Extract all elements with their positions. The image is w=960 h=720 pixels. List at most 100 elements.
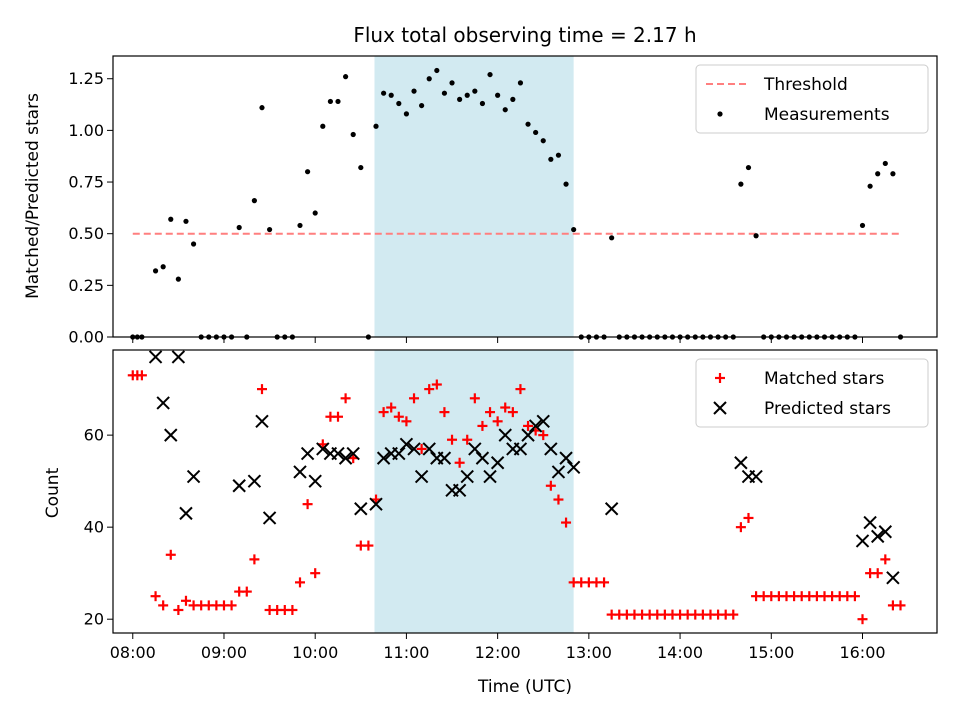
- matched-point: [743, 512, 754, 523]
- x-stroke: [262, 511, 277, 525]
- x-tick-label: 11:00: [383, 643, 429, 662]
- matched-point: [454, 457, 465, 468]
- matched-point: [462, 434, 473, 445]
- x-stroke: [293, 465, 307, 479]
- predicted-point: [247, 474, 262, 488]
- measurement-point: [510, 96, 516, 102]
- x-tick-label: 12:00: [475, 643, 521, 662]
- measurement-point: [168, 216, 174, 222]
- x-stroke: [346, 446, 360, 461]
- measurement-point: [533, 129, 539, 136]
- x-stroke: [354, 502, 368, 516]
- predicted-point: [232, 479, 246, 493]
- measurement-point: [381, 90, 387, 96]
- measurement-point: [343, 74, 349, 80]
- measurement-point: [867, 183, 873, 189]
- legend-box: [695, 64, 929, 134]
- ratio-panel: 0.00 0.25 0.50 0.75 1.00 1.25 Threshold Measure…: [68, 55, 938, 347]
- y-tick-label: 0.50: [68, 224, 104, 243]
- predicted-point: [855, 534, 870, 548]
- x-stroke: [536, 414, 550, 429]
- measurement-point: [160, 264, 166, 270]
- measurement-point: [540, 138, 546, 144]
- predicted-point: [452, 483, 467, 498]
- x-stroke: [559, 451, 573, 465]
- y-tick-label: 0.75: [68, 173, 104, 192]
- x-stroke: [399, 437, 414, 452]
- legend-predicted-swatch: [713, 401, 727, 415]
- predicted-point: [490, 456, 505, 470]
- matched-point: [439, 407, 450, 418]
- observing-window-band: [374, 56, 574, 337]
- predicted-point: [354, 502, 368, 516]
- measurement-point: [449, 80, 455, 86]
- predicted-point: [186, 469, 201, 484]
- x-tick-label: 15:00: [748, 643, 794, 662]
- x-stroke: [460, 469, 474, 484]
- measurement-point: [563, 181, 569, 187]
- x-stroke: [452, 483, 467, 498]
- matched-point: [507, 407, 518, 418]
- matched-point: [226, 600, 237, 611]
- predicted-point: [331, 446, 345, 461]
- chart-title: Flux total observing time = 2.17 h: [353, 23, 696, 47]
- measurement-point: [236, 224, 242, 231]
- predicted-point: [376, 451, 391, 465]
- x-tick-label: 14:00: [657, 643, 703, 662]
- x-stroke: [437, 451, 452, 465]
- legend-measurement-swatch: [717, 111, 723, 117]
- x-axis-label: Time (UTC): [477, 677, 572, 697]
- matched-point: [310, 568, 321, 579]
- legend-box: [695, 358, 929, 428]
- measurement-point: [753, 233, 759, 239]
- measurement-point: [495, 92, 501, 98]
- series-matched-stars: [127, 370, 906, 625]
- measurement-point: [396, 100, 402, 107]
- x-tick-label: 13:00: [566, 643, 612, 662]
- measurement-point: [335, 98, 341, 105]
- matched-point: [728, 609, 739, 620]
- x-stroke: [749, 469, 763, 484]
- predicted-point: [734, 456, 748, 470]
- x-stroke: [300, 446, 315, 461]
- matched-point: [872, 568, 883, 579]
- measurement-point: [441, 90, 448, 96]
- matched-point: [363, 540, 374, 551]
- x-stroke: [232, 479, 246, 493]
- measurement-point: [388, 92, 394, 98]
- x-stroke: [422, 442, 436, 456]
- matched-point: [880, 554, 891, 565]
- predicted-point: [544, 442, 558, 456]
- matched-point: [302, 499, 313, 510]
- matched-point: [500, 402, 511, 413]
- matched-point: [180, 595, 191, 606]
- predicted-point: [407, 442, 421, 456]
- axes-frame: [112, 349, 938, 634]
- legend-matched-swatch: [715, 373, 725, 383]
- matched-point: [136, 370, 147, 381]
- x-stroke: [171, 350, 186, 364]
- predicted-point: [369, 497, 383, 511]
- x-stroke: [407, 442, 421, 456]
- matched-point: [241, 586, 252, 597]
- x-stroke: [521, 428, 535, 442]
- series-predicted-stars: [148, 350, 900, 585]
- x-stroke: [878, 525, 893, 539]
- predicted-point: [528, 419, 543, 433]
- matched-point: [561, 517, 572, 528]
- matched-point: [424, 384, 435, 395]
- predicted-point: [399, 437, 414, 452]
- matched-point: [431, 379, 442, 390]
- predicted-point: [498, 428, 512, 442]
- matched-point: [294, 577, 305, 588]
- matched-point: [256, 384, 267, 395]
- x-stroke: [179, 506, 193, 521]
- measurement-point: [304, 169, 311, 175]
- measurement-point: [183, 218, 189, 224]
- matched-point: [409, 393, 420, 404]
- matched-point: [401, 416, 412, 427]
- predicted-point: [468, 442, 482, 456]
- predicted-point: [536, 414, 550, 429]
- x-stroke: [713, 401, 727, 415]
